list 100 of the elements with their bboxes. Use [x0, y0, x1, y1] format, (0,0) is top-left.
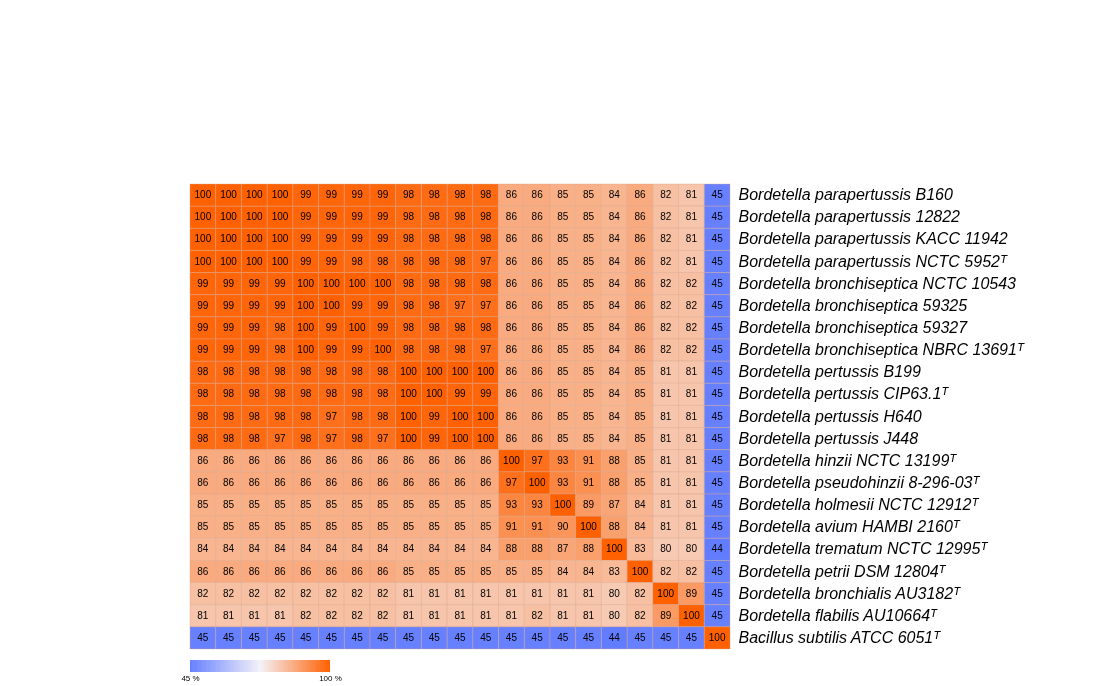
data-label: 86: [428, 454, 441, 466]
data-label: 84: [608, 255, 621, 267]
data-label: 85: [428, 565, 441, 577]
data-label: 93: [505, 499, 518, 511]
data-label: 86: [223, 476, 235, 488]
data-label: 82: [300, 609, 312, 621]
data-label: 80: [660, 543, 672, 555]
data-label: 85: [583, 388, 595, 400]
data-label: 86: [351, 476, 364, 488]
data-label: 86: [634, 321, 646, 333]
data-label: 86: [274, 565, 286, 577]
data-label: 100: [194, 255, 212, 267]
y-tick-label: Bordetella bronchiseptica 59327: [738, 318, 969, 336]
data-label: 85: [557, 233, 569, 245]
data-label: 81: [197, 609, 209, 621]
data-label: 86: [248, 476, 261, 488]
data-label: 99: [197, 277, 209, 289]
data-label: 98: [351, 410, 364, 422]
data-label: 82: [660, 565, 672, 577]
data-label: 98: [248, 388, 261, 400]
data-label: 100: [220, 233, 238, 245]
data-label: 99: [351, 299, 364, 311]
data-label: 91: [583, 476, 595, 488]
data-label: 84: [608, 211, 621, 223]
data-label: 86: [325, 565, 338, 577]
data-label: 100: [374, 344, 392, 356]
data-label: 82: [660, 189, 672, 201]
data-label: 81: [248, 609, 261, 621]
data-label: 86: [325, 454, 338, 466]
data-label: 84: [608, 432, 621, 444]
data-label: 81: [685, 432, 698, 444]
data-label: 85: [557, 299, 569, 311]
data-label: 86: [351, 454, 364, 466]
data-label: 100: [297, 299, 315, 311]
data-label: 98: [300, 366, 312, 378]
data-label: 100: [297, 344, 315, 356]
data-label: 86: [505, 299, 518, 311]
data-label: 99: [223, 299, 235, 311]
data-label: 82: [325, 609, 338, 621]
data-label: 84: [403, 543, 415, 555]
data-label: 81: [685, 255, 698, 267]
data-label: 100: [348, 321, 366, 333]
data-label: 85: [634, 454, 646, 466]
data-label: 100: [683, 609, 701, 621]
data-label: 98: [403, 299, 415, 311]
data-label: 86: [248, 454, 261, 466]
data-label: 45: [711, 454, 724, 466]
data-label: 81: [685, 189, 698, 201]
data-label: 45: [223, 631, 235, 643]
data-label: 85: [351, 499, 364, 511]
data-label: 86: [634, 233, 646, 245]
data-label: 85: [505, 565, 518, 577]
data-label: 85: [634, 366, 646, 378]
data-label: 84: [351, 543, 364, 555]
data-label: 86: [634, 255, 646, 267]
data-label: 82: [531, 609, 544, 621]
data-label: 86: [223, 454, 235, 466]
data-label: 84: [223, 543, 235, 555]
data-label: 97: [274, 432, 286, 444]
data-label: 45: [325, 631, 338, 643]
data-label: 100: [323, 299, 341, 311]
data-label: 98: [454, 233, 466, 245]
data-label: 85: [403, 521, 415, 533]
data-label: 84: [583, 565, 595, 577]
data-label: 98: [428, 255, 441, 267]
data-label: 84: [274, 543, 286, 555]
data-label: 86: [454, 476, 466, 488]
data-label: 98: [403, 211, 415, 223]
data-label: 85: [480, 499, 492, 511]
data-label: 85: [454, 565, 466, 577]
data-label: 81: [403, 609, 415, 621]
data-label: 81: [660, 410, 672, 422]
data-label: 84: [608, 388, 621, 400]
data-label: 85: [248, 521, 261, 533]
data-label: 86: [531, 233, 544, 245]
data-label: 98: [223, 410, 235, 422]
data-label: 100: [245, 233, 264, 245]
data-label: 98: [428, 321, 441, 333]
data-label: 98: [428, 189, 441, 201]
data-label: 98: [300, 432, 312, 444]
data-label: 45: [711, 255, 724, 267]
data-label: 99: [325, 189, 338, 201]
data-label: 86: [325, 476, 338, 488]
data-label: 85: [403, 565, 415, 577]
data-label: 98: [454, 277, 466, 289]
data-label: 84: [608, 321, 621, 333]
data-label: 86: [634, 299, 646, 311]
data-label: 45: [711, 410, 724, 422]
data-label: 100: [400, 410, 418, 422]
data-label: 85: [300, 521, 312, 533]
data-label: 98: [403, 255, 415, 267]
data-label: 86: [634, 211, 646, 223]
data-label: 98: [377, 366, 389, 378]
data-label: 86: [531, 255, 544, 267]
data-label: 100: [425, 388, 444, 400]
data-label: 81: [531, 587, 544, 599]
data-label: 45: [634, 631, 646, 643]
data-label: 85: [557, 255, 569, 267]
data-label: 81: [685, 366, 698, 378]
data-label: 85: [480, 565, 492, 577]
